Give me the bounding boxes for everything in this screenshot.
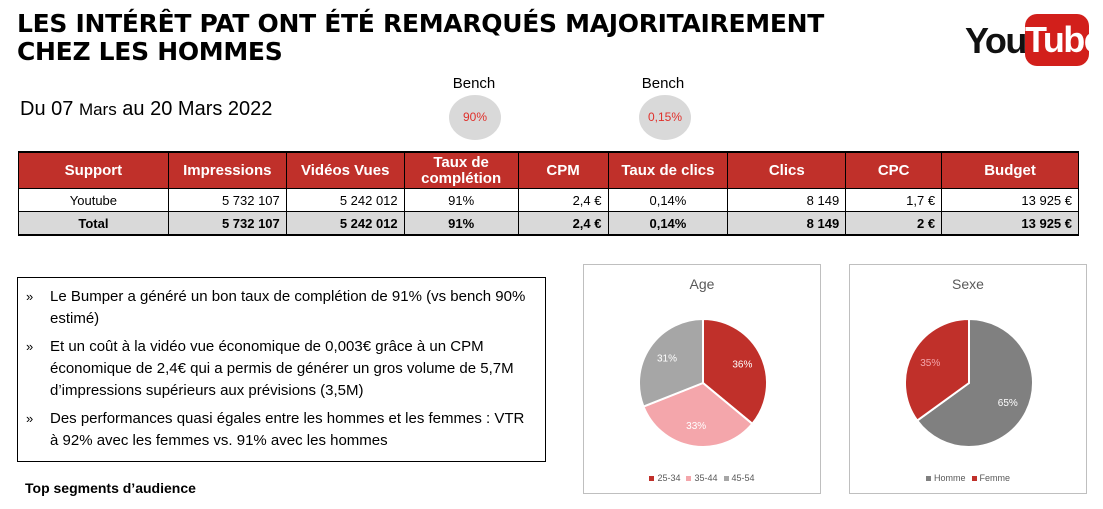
cell-budget: 13 925 € (941, 188, 1079, 212)
period-mars-end: Mars 2022 (177, 98, 273, 120)
bullet-marker: » (26, 339, 34, 354)
sexe-pie-svg: 65% 35% (904, 317, 1034, 448)
age-pie-svg: 36% 33% 31% (638, 317, 768, 448)
age-legend-swatch (649, 476, 655, 482)
total-cpc: 2 € (845, 211, 943, 236)
period-mars-start: Mars (78, 100, 117, 119)
page-title-line-1: LES INTÉRÊT PAT ONT ÉTÉ REMARQUÉS MAJORI… (17, 9, 824, 38)
age-slice-35-44 (642, 381, 754, 448)
sexe-chart-title: Sexe (952, 276, 984, 292)
sexe-legend-swatch (925, 476, 931, 482)
sexe-slice-label-homme: 65% (998, 398, 1018, 409)
age-chart-title: Age (689, 276, 715, 292)
youtube-logo-you: You (965, 20, 1027, 61)
insight-item: » Des performances quasi égales entre le… (26, 408, 535, 452)
sexe-slice-label-femme: 35% (920, 358, 940, 369)
age-chart: Age 36% 33% 31% 25-34 35-44 45-54 (583, 264, 821, 494)
age-slice-25-34 (702, 317, 768, 426)
col-header-clicks: Clics (727, 151, 847, 189)
col-header-impressions: Impressions (167, 151, 287, 189)
period-au: au 20 (122, 98, 173, 120)
insights-box: » Le Bumper a généré un bon taux de comp… (17, 277, 546, 462)
col-header-ctr: Taux de clics (607, 151, 729, 189)
insight-text: Des performances quasi égales entre les … (50, 410, 525, 449)
bench-label-ctr: Bench (641, 75, 685, 92)
table-header-row: Support Impressions Vidéos Vues Taux de … (18, 151, 1079, 189)
cell-clicks: 8 149 (727, 188, 847, 212)
table-row: Youtube 5 732 107 5 242 012 91% 2,4 € 0,… (18, 188, 1079, 212)
youtube-logo-tube: Tube (1025, 14, 1103, 66)
sexe-legend-item: Femme (971, 473, 1011, 483)
bullet-marker: » (26, 289, 34, 304)
period-du: Du 07 (20, 98, 74, 120)
col-header-budget: Budget (941, 151, 1079, 189)
cell-cpc: 1,7 € (845, 188, 943, 212)
total-label: Total (18, 211, 169, 236)
col-header-support: Support (18, 151, 169, 189)
cell-ctr: 0,14% (607, 188, 729, 212)
age-slice-label-25-34: 36% (732, 359, 752, 370)
sexe-chart: Sexe 65% 35% Homme Femme (849, 264, 1087, 494)
age-chart-legend: 25-34 35-44 45-54 (584, 473, 820, 483)
bench-badge-completion: 90% (449, 95, 501, 140)
bench-label-completion: Bench (452, 75, 496, 92)
sexe-legend-label: Femme (979, 473, 1011, 483)
col-header-cpc: CPC (845, 151, 943, 189)
total-completion-rate: 91% (403, 211, 519, 236)
sexe-legend-label: Homme (933, 473, 966, 483)
age-slice-label-45-54: 31% (657, 354, 677, 365)
top-segments-label: Top segments d’audience (25, 480, 196, 496)
age-slice-label-35-44: 33% (686, 421, 706, 432)
page-title: LES INTÉRÊT PAT ONT ÉTÉ REMARQUÉS MAJORI… (17, 10, 917, 66)
age-legend-label: 45-54 (731, 473, 755, 483)
insight-item: » Et un coût à la vidéo vue économique d… (26, 336, 535, 402)
sexe-legend-item: Homme (925, 473, 966, 483)
sexe-legend-swatch (971, 476, 977, 482)
cell-completion-rate: 91% (403, 188, 519, 212)
bullet-marker: » (26, 411, 34, 426)
insight-item: » Le Bumper a généré un bon taux de comp… (26, 286, 535, 330)
bench-badge-ctr: 0,15% (639, 95, 691, 140)
sexe-chart-legend: Homme Femme (850, 473, 1086, 483)
period-label: Du 07 Mars au 20 Mars 2022 (20, 98, 272, 121)
age-legend-item: 45-54 (723, 473, 755, 483)
table-total-row: Total 5 732 107 5 242 012 91% 2,4 € 0,14… (18, 211, 1079, 236)
total-ctr: 0,14% (607, 211, 729, 236)
col-header-cpm: CPM (517, 151, 609, 189)
youtube-logo: You Tube (965, 14, 1103, 66)
sexe-slice-femme (904, 317, 970, 423)
age-legend-swatch (723, 476, 729, 482)
col-header-video-views: Vidéos Vues (285, 151, 405, 189)
total-cpm: 2,4 € (517, 211, 609, 236)
age-slice-45-54 (638, 317, 704, 408)
total-impressions: 5 732 107 (167, 211, 287, 236)
total-budget: 13 925 € (941, 211, 1079, 236)
cell-video-views: 5 242 012 (285, 188, 405, 212)
age-legend-label: 25-34 (657, 473, 681, 483)
insight-text: Le Bumper a généré un bon taux de complé… (50, 288, 526, 327)
page-title-line-2: CHEZ LES HOMMES (17, 37, 283, 66)
total-video-views: 5 242 012 (285, 211, 405, 236)
insight-text: Et un coût à la vidéo vue économique de … (50, 338, 514, 399)
kpi-table: Support Impressions Vidéos Vues Taux de … (18, 151, 1079, 236)
age-legend-swatch (686, 476, 692, 482)
total-clicks: 8 149 (727, 211, 847, 236)
cell-impressions: 5 732 107 (167, 188, 287, 212)
age-legend-item: 25-34 (649, 473, 680, 483)
col-header-completion-rate: Taux de complétion (403, 151, 519, 189)
age-legend-item: 35-44 (686, 473, 718, 483)
age-legend-label: 35-44 (694, 473, 718, 483)
cell-cpm: 2,4 € (517, 188, 609, 212)
sexe-slice-homme (915, 317, 1034, 448)
cell-support: Youtube (18, 188, 169, 212)
